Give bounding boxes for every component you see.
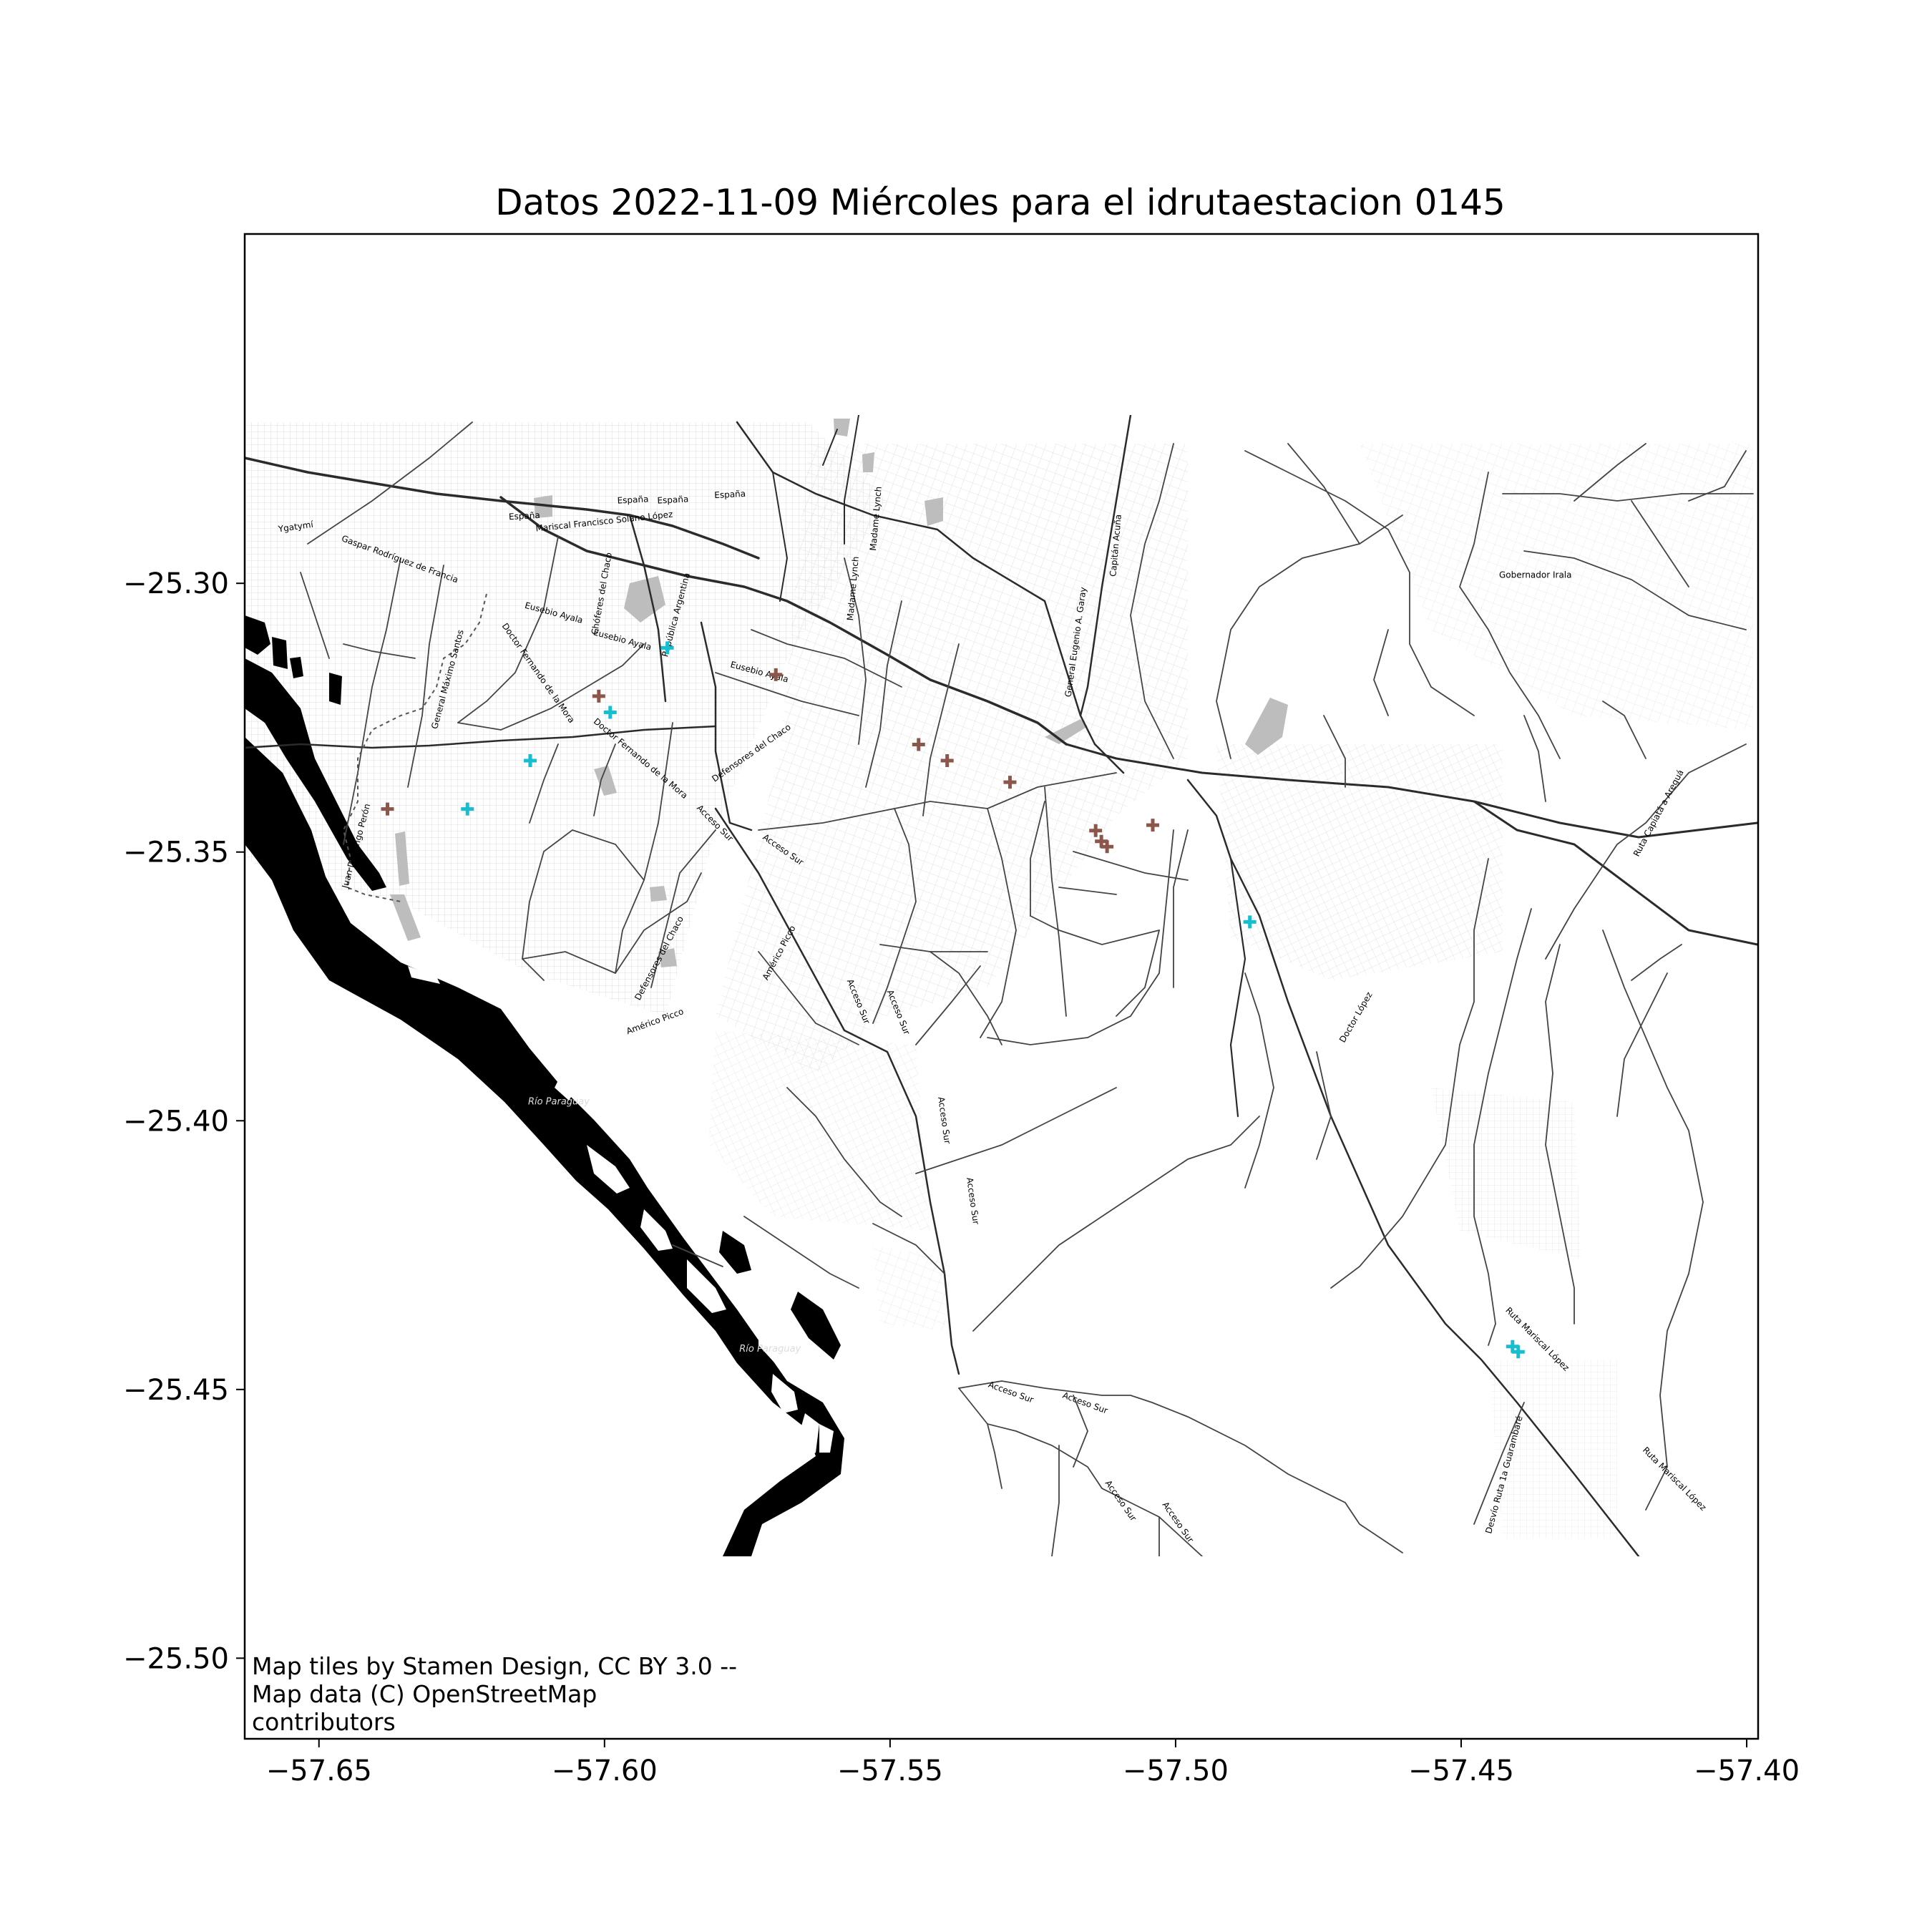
street-label: España [617, 494, 648, 505]
cyan-plus-marker [1243, 915, 1257, 929]
x-tick-label: −57.50 [1123, 1755, 1229, 1787]
secondary-roads [300, 421, 1754, 1556]
brown-plus-marker [769, 668, 783, 681]
brown-plus-marker [1003, 776, 1017, 789]
river-label: Río Paraguay [739, 1344, 801, 1355]
x-tick-label: −57.45 [1408, 1755, 1514, 1787]
cyan-plus-marker [524, 754, 537, 768]
street-label: España [657, 494, 688, 505]
cyan-marker-series [461, 641, 1525, 1359]
y-tick-label: −25.45 [123, 1374, 229, 1407]
brown-plus-marker [592, 689, 605, 703]
y-axis: −25.30 −25.35 −25.40 −25.45 −25.50 [123, 567, 245, 1675]
cyan-plus-marker [1511, 1345, 1525, 1359]
street-label: Gobernador Irala [1499, 570, 1572, 580]
attribution: Map tiles by Stamen Design, CC BY 3.0 --… [252, 1652, 737, 1736]
river-label: Río Paraguay [528, 1097, 590, 1108]
district-boundary [342, 593, 487, 902]
x-tick-label: −57.40 [1694, 1755, 1800, 1787]
cyan-plus-marker [461, 802, 474, 816]
brown-plus-marker [912, 738, 925, 751]
cyan-plus-marker [603, 706, 617, 719]
parks [390, 419, 1288, 967]
brown-plus-marker [381, 802, 394, 816]
axes-frame [243, 233, 1760, 1740]
attribution-line-1: Map tiles by Stamen Design, CC BY 3.0 -- [252, 1652, 737, 1680]
y-tick-label: −25.30 [123, 567, 229, 600]
brown-plus-marker [1146, 819, 1159, 832]
x-axis: −57.65 −57.60 −57.55 −57.50 −57.45 −57.40 [266, 1739, 1800, 1787]
major-roads [245, 415, 1758, 1556]
rio-paraguay [245, 615, 844, 1556]
x-tick-label: −57.65 [266, 1755, 372, 1787]
brown-plus-marker [940, 754, 954, 768]
river-crossings [736, 1280, 802, 1296]
river-islands [408, 966, 834, 1460]
street-label: España [509, 510, 540, 522]
y-tick-label: −25.50 [123, 1642, 229, 1675]
attribution-line-3: contributors [252, 1708, 396, 1736]
brown-plus-marker [1089, 824, 1103, 837]
brown-plus-marker [1101, 840, 1114, 854]
cyan-plus-marker [660, 641, 674, 655]
y-tick-label: −25.40 [123, 1105, 229, 1138]
street-label: Ygatymí [277, 519, 314, 535]
y-tick-label: −25.35 [123, 836, 229, 869]
x-tick-label: −57.55 [837, 1755, 943, 1787]
attribution-line-2: Map data (C) OpenStreetMap [252, 1680, 597, 1708]
chart-title: Datos 2022-11-09 Miércoles para el idrut… [495, 182, 1506, 223]
route-markers [381, 641, 1525, 1359]
x-tick-label: −57.60 [552, 1755, 658, 1787]
basemap-tile: Mariscal Francisco Solano LópezEspañaEsp… [245, 415, 1758, 1556]
street-label: España [714, 489, 746, 500]
brown-marker-series [381, 668, 1159, 854]
